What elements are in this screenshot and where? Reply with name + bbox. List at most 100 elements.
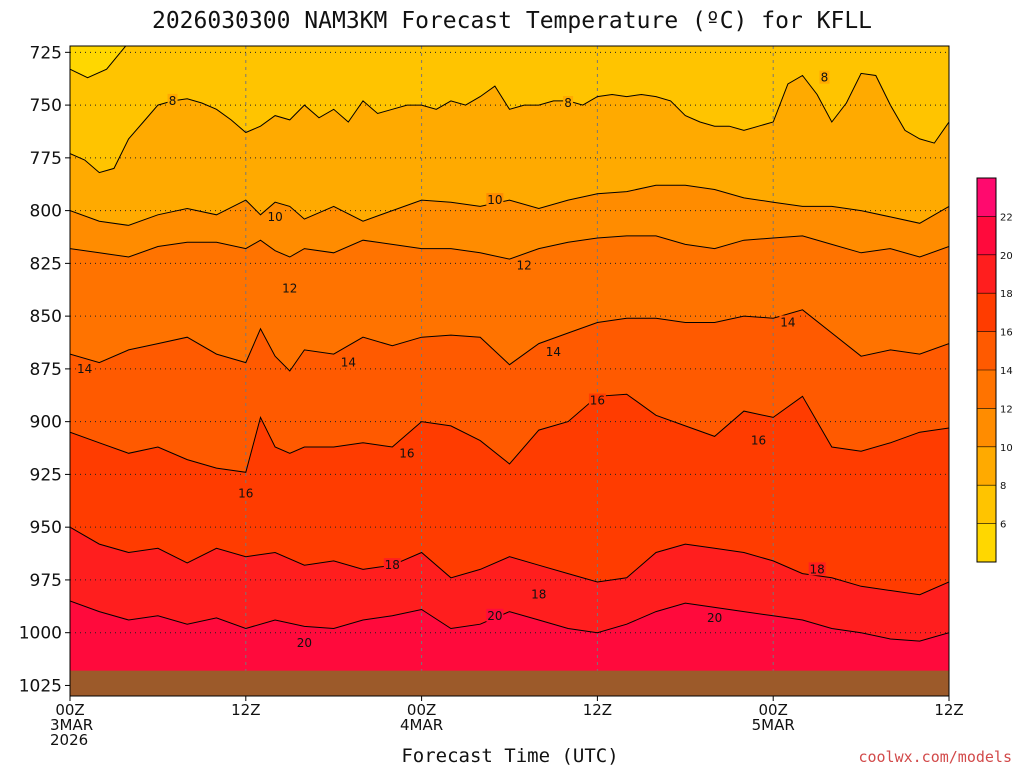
contour-label: 16 (238, 486, 253, 500)
colorbar-swatch (977, 370, 996, 409)
contour-label-bg (530, 587, 548, 601)
contour-label: 12 (282, 282, 297, 296)
colorbar-swatch (977, 331, 996, 370)
contour-label: 16 (751, 434, 766, 448)
contour-label: 20 (297, 636, 312, 650)
colorbar-swatch (977, 523, 996, 562)
isotherm-10 (70, 184, 949, 226)
contour-label-bg (779, 315, 797, 329)
y-tick-label: 1000 (19, 624, 62, 644)
isotherm-8 (70, 72, 949, 174)
contour-label-bg (266, 209, 284, 223)
contour-label: 18 (810, 562, 825, 576)
contour-label-bg (237, 486, 255, 500)
contour-label-bg (588, 393, 606, 407)
plot-frame (69, 45, 950, 697)
contour-label-bg (750, 433, 768, 447)
contour-label-bg (706, 610, 724, 624)
colorbar-swatch (977, 446, 996, 486)
contour-label-bg (563, 95, 574, 109)
y-tick-label: 850 (30, 307, 62, 327)
isotherm-16 (70, 393, 949, 473)
contour-label: 18 (531, 588, 546, 602)
y-tick-label: 900 (30, 413, 62, 433)
ground-surface (70, 670, 949, 696)
x-axis-label: Forecast Time (UTC) (401, 745, 618, 767)
isotherm-14 (70, 309, 949, 372)
contour-label-bg (819, 70, 830, 84)
y-tick-label: 875 (30, 360, 62, 380)
x-tick-label: 00Z (407, 701, 436, 719)
y-tick-label: 975 (30, 571, 62, 591)
colorbar-tick-label: 22 (1000, 212, 1013, 223)
colorbar-swatch (977, 254, 996, 294)
contour-label: 8 (564, 96, 572, 110)
colorbar-swatch (977, 408, 996, 447)
colorbar-tick-label: 10 (1000, 443, 1013, 454)
plot-area: 8 8 8 10 10 12 12 14 14 14 14 16 16 16 16 18 18 18 20 20 20 (69, 45, 950, 697)
isotherm-18 (70, 526, 949, 596)
x-tick-label: 4MAR (400, 716, 443, 734)
contour-label-bg (808, 562, 826, 576)
colorbar-swatch (977, 216, 996, 255)
y-tick-label: 800 (30, 202, 62, 222)
contour-label-bg (544, 345, 562, 359)
isotherm-20 (70, 600, 949, 642)
contour-label: 16 (590, 394, 605, 408)
band-6-8 (70, 46, 127, 79)
y-tick-label: 825 (30, 254, 62, 274)
colorbar-tick-label: 14 (1000, 366, 1013, 377)
y-tick-label: 950 (30, 518, 62, 538)
y-tick-label: 725 (30, 43, 62, 63)
chart-title: 2026030300 NAM3KM Forecast Temperature (… (152, 8, 872, 34)
contour-label: 16 (399, 446, 414, 460)
contour-label-bg (281, 281, 299, 295)
contour-label-bg (398, 446, 416, 460)
contour-label-bg (339, 355, 357, 369)
contour-label-bg (515, 258, 533, 272)
contour-label-bg (486, 608, 504, 622)
colorbar-swatch (977, 485, 996, 524)
ground-fill (70, 670, 949, 696)
contour-labels: 8 8 8 10 10 12 12 14 14 14 14 16 16 16 16 18 18 18 20 20 20 (76, 70, 830, 650)
x-tick-label: 12Z (231, 701, 260, 719)
contour-label: 14 (780, 315, 795, 329)
y-tick-label: 775 (30, 149, 62, 169)
contour-label-bg (486, 193, 504, 207)
contour-label: 10 (487, 193, 502, 207)
x-tick-label: 00Z (55, 701, 84, 719)
colorbar-tick-label: 18 (1000, 289, 1013, 300)
contour-label: 8 (821, 71, 829, 85)
contour-label: 14 (546, 345, 561, 359)
colorbar-swatch (977, 293, 996, 332)
contour-label-bg (295, 636, 313, 650)
colorbar-swatch (977, 178, 996, 217)
colorbar-tick-label: 6 (1000, 520, 1006, 531)
isotherm-lines (70, 72, 949, 642)
contour-label: 18 (385, 558, 400, 572)
isotherm-12 (70, 235, 949, 260)
x-tick-label: 12Z (934, 701, 963, 719)
colorbar: 6 8 10 12 14 16 18 20 22 (976, 177, 1013, 563)
contour-label: 20 (707, 611, 722, 625)
x-tick-label: 3MAR (50, 716, 93, 734)
credit-text: coolwx.com/models (858, 748, 1012, 766)
contour-label: 8 (169, 94, 177, 108)
temperature-fills (70, 46, 949, 696)
y-tick-label: 750 (30, 96, 62, 116)
x-tick-label: 12Z (583, 701, 612, 719)
colorbar-tick-label: 20 (1000, 251, 1013, 262)
colorbar-tick-label: 16 (1000, 328, 1013, 339)
y-tick-label: 925 (30, 465, 62, 485)
contour-label: 10 (267, 210, 282, 224)
contour-label-bg (383, 558, 401, 572)
x-tick-label: 00Z (759, 701, 788, 719)
y-tick-label: 1025 (19, 676, 62, 696)
contour-label: 20 (487, 609, 502, 623)
contour-label: 14 (341, 356, 356, 370)
colorbar-tick-label: 12 (1000, 404, 1013, 415)
x-tick-label: 5MAR (752, 716, 795, 734)
contour-label-bg (76, 361, 94, 375)
